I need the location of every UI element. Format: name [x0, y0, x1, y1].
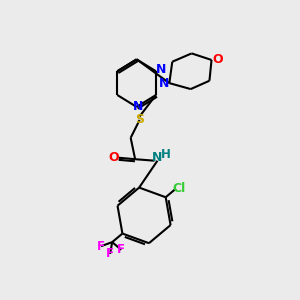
Text: N: N: [133, 100, 143, 113]
Text: N: N: [152, 151, 163, 164]
Text: O: O: [213, 53, 224, 66]
Text: N: N: [156, 63, 166, 76]
Text: F: F: [106, 247, 114, 260]
Text: F: F: [97, 240, 105, 253]
Text: S: S: [135, 113, 144, 127]
Text: O: O: [108, 151, 119, 164]
Text: N: N: [159, 76, 169, 90]
Text: F: F: [117, 243, 125, 256]
Text: Cl: Cl: [173, 182, 186, 195]
Text: H: H: [161, 148, 171, 161]
